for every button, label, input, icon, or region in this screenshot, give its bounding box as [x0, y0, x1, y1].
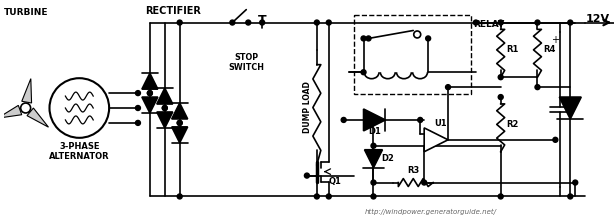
Text: U1: U1	[433, 119, 446, 128]
Polygon shape	[365, 150, 383, 168]
Circle shape	[260, 20, 265, 25]
Text: Q1: Q1	[328, 177, 341, 186]
Circle shape	[147, 91, 152, 95]
Polygon shape	[172, 103, 188, 119]
Polygon shape	[157, 88, 173, 104]
Circle shape	[371, 118, 376, 123]
Circle shape	[414, 31, 421, 38]
Circle shape	[498, 95, 503, 100]
Text: -: -	[427, 141, 431, 151]
Text: +: +	[425, 129, 433, 139]
Circle shape	[371, 143, 376, 148]
Text: R4: R4	[543, 45, 556, 54]
Circle shape	[147, 91, 152, 95]
Text: D2: D2	[381, 154, 394, 163]
Polygon shape	[27, 108, 49, 127]
Circle shape	[446, 85, 451, 90]
Circle shape	[361, 70, 366, 75]
Circle shape	[535, 85, 540, 90]
Text: R3: R3	[407, 166, 419, 175]
Circle shape	[553, 137, 558, 142]
Polygon shape	[21, 79, 31, 103]
Polygon shape	[142, 73, 158, 89]
Polygon shape	[424, 128, 448, 152]
Circle shape	[535, 20, 540, 25]
Text: T: T	[258, 14, 266, 27]
Bar	[354, 15, 471, 94]
Circle shape	[305, 173, 309, 178]
Circle shape	[246, 20, 251, 25]
Circle shape	[568, 20, 573, 25]
Circle shape	[50, 78, 109, 138]
Circle shape	[136, 120, 141, 125]
Circle shape	[177, 120, 182, 125]
Circle shape	[314, 20, 319, 25]
Circle shape	[371, 180, 376, 185]
Polygon shape	[559, 97, 581, 119]
Text: RELAY: RELAY	[473, 20, 504, 29]
Circle shape	[473, 20, 478, 25]
Circle shape	[177, 20, 182, 25]
Text: R2: R2	[507, 120, 519, 129]
Circle shape	[371, 194, 376, 199]
Circle shape	[361, 36, 366, 41]
Circle shape	[341, 118, 346, 123]
Circle shape	[366, 36, 371, 41]
Circle shape	[326, 20, 331, 25]
Text: STOP
SWITCH: STOP SWITCH	[228, 53, 264, 72]
Circle shape	[162, 106, 167, 111]
Polygon shape	[142, 97, 158, 113]
Circle shape	[568, 194, 573, 199]
Circle shape	[136, 106, 141, 111]
Text: TURBINE: TURBINE	[4, 8, 48, 17]
Circle shape	[326, 194, 331, 199]
Circle shape	[162, 106, 167, 111]
Text: R1: R1	[507, 45, 519, 54]
Circle shape	[498, 20, 503, 25]
Circle shape	[314, 194, 319, 199]
Text: +: +	[551, 35, 559, 45]
Circle shape	[418, 118, 422, 123]
Polygon shape	[157, 112, 173, 128]
Polygon shape	[363, 109, 386, 131]
Circle shape	[136, 91, 141, 95]
Circle shape	[498, 75, 503, 80]
Circle shape	[21, 103, 31, 113]
Text: http://windpower.generatorguide.net/: http://windpower.generatorguide.net/	[365, 209, 497, 215]
Text: 12V: 12V	[586, 14, 610, 24]
Circle shape	[177, 120, 182, 125]
Text: D1: D1	[368, 127, 381, 136]
Circle shape	[422, 180, 427, 185]
Polygon shape	[0, 105, 21, 118]
Text: DUMP LOAD: DUMP LOAD	[303, 81, 313, 133]
Circle shape	[498, 194, 503, 199]
Circle shape	[177, 194, 182, 199]
Polygon shape	[172, 127, 188, 143]
Circle shape	[426, 36, 430, 41]
Circle shape	[573, 180, 578, 185]
Text: RECTIFIER: RECTIFIER	[145, 6, 201, 16]
Text: 3-PHASE
ALTERNATOR: 3-PHASE ALTERNATOR	[49, 142, 110, 162]
Circle shape	[230, 20, 235, 25]
